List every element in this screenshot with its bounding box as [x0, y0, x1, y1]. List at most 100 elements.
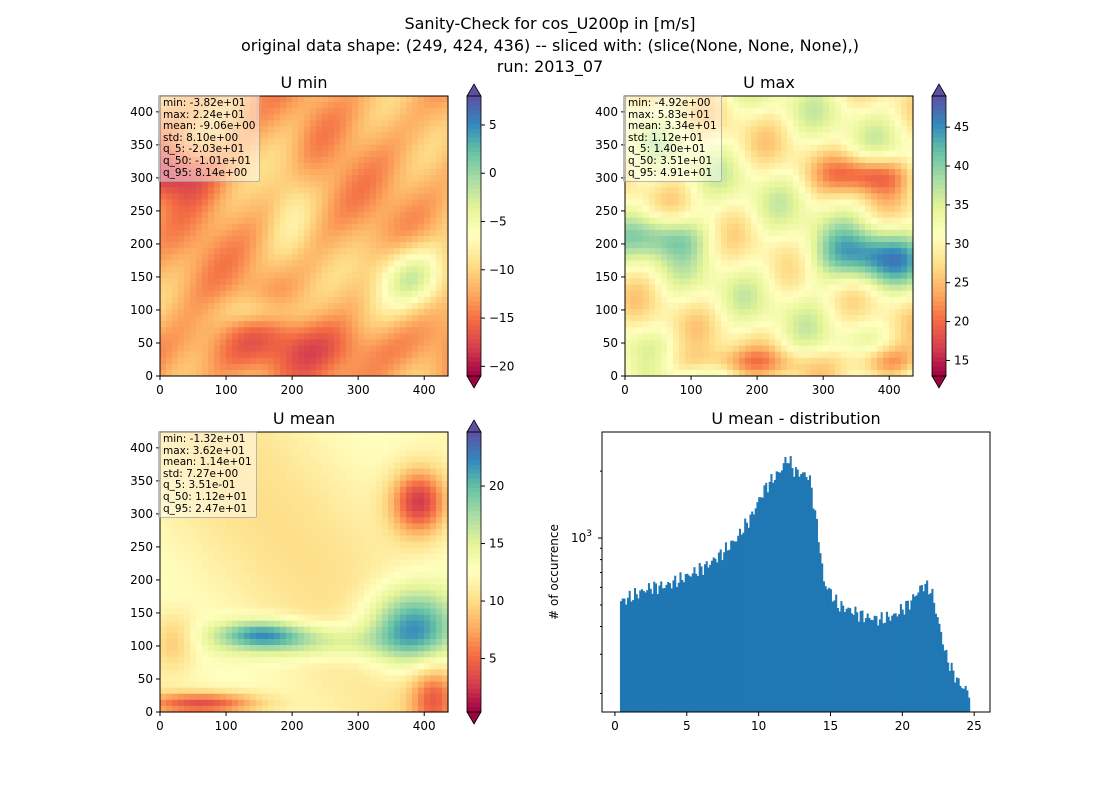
heatmap-cell [787, 138, 794, 146]
heatmap-cell [418, 266, 425, 274]
heatmap-cell [907, 260, 914, 268]
heatmap-cell [382, 315, 389, 322]
heatmap-cell [853, 266, 860, 274]
heatmap-cell [256, 217, 263, 225]
heatmap-cell [322, 150, 329, 158]
heatmap-cell [280, 229, 287, 237]
heatmap-cell [745, 162, 752, 170]
heatmap-cell [733, 181, 740, 188]
heatmap-cell [715, 223, 722, 231]
heatmap-cell [871, 321, 878, 328]
heatmap-cell [673, 333, 680, 341]
heatmap-cell [352, 462, 359, 470]
heatmap-cell [691, 187, 698, 194]
heatmap-cell [841, 223, 848, 231]
heatmap-cell [853, 156, 860, 164]
heatmap-cell [304, 351, 311, 359]
heatmap-cell [346, 248, 353, 255]
heatmap-cell [751, 266, 758, 274]
heatmap-cell [787, 126, 794, 134]
heatmap-cell [364, 229, 371, 237]
heatmap-cell [871, 175, 878, 182]
heatmap-cell [805, 236, 812, 243]
heatmap-cell [721, 175, 728, 182]
heatmap-cell [370, 327, 377, 334]
heatmap-cell [340, 187, 347, 194]
heatmap-cell [394, 114, 401, 121]
heatmap-cell [226, 96, 233, 103]
heatmap-cell [298, 339, 305, 347]
heatmap-cell [328, 248, 335, 255]
heatmap-cell [811, 266, 818, 274]
heatmap-cell [286, 444, 293, 451]
heatmap-cell [190, 102, 197, 109]
heatmap-cell [859, 193, 866, 201]
heatmap-cell [232, 339, 239, 347]
heatmap-cell [226, 468, 233, 476]
heatmap-cell [232, 126, 239, 134]
heatmap-cell [160, 156, 167, 164]
heatmap-cell [244, 444, 251, 451]
heatmap-cell [406, 438, 413, 445]
heatmap-cell [889, 266, 896, 274]
heatmap-cell [322, 321, 329, 328]
heatmap-cell [859, 339, 866, 347]
heatmap-cell [745, 217, 752, 225]
heatmap-cell [436, 114, 443, 121]
heatmap-cell [304, 456, 311, 464]
heatmap-cell [352, 102, 359, 109]
heatmap-cell [442, 369, 449, 377]
heatmap-cell [757, 248, 764, 255]
heatmap-cell [739, 102, 746, 109]
heatmap-cell [274, 438, 281, 445]
heatmap-cell [793, 217, 800, 225]
heatmap-cell [907, 138, 914, 146]
heatmap-cell [370, 266, 377, 274]
heatmap-cell [697, 242, 704, 249]
heatmap-cell [829, 162, 836, 170]
heatmap-cell [436, 199, 443, 207]
heatmap-cell [685, 96, 692, 103]
heatmap-cell [625, 156, 632, 164]
heatmap-cell [811, 199, 818, 207]
heatmap-cell [424, 254, 431, 261]
heatmap-cell [733, 211, 740, 219]
heatmap-cell [364, 444, 371, 451]
heatmap-cell [322, 260, 329, 268]
heatmap-cell [835, 278, 842, 286]
heatmap-cell [436, 96, 443, 103]
heatmap-cell [859, 321, 866, 328]
heatmap-cell [649, 345, 656, 353]
heatmap-cell [172, 162, 179, 170]
heatmap-cell [388, 456, 395, 464]
heatmap-cell [358, 444, 365, 451]
heatmap-cell [190, 278, 197, 286]
heatmap-cell [745, 309, 752, 316]
heatmap-cell [412, 290, 419, 298]
heatmap-cell [238, 132, 245, 140]
heatmap-cell [697, 193, 704, 201]
heatmap-cell [799, 193, 806, 201]
heatmap-cell [637, 284, 644, 292]
heatmap-cell [328, 108, 335, 115]
heatmap-cell [691, 120, 698, 128]
heatmap-cell [907, 175, 914, 182]
heatmap-cell [889, 309, 896, 316]
heatmap-cell [172, 468, 179, 476]
heatmap-cell [352, 242, 359, 249]
heatmap-cell [697, 333, 704, 341]
heatmap-cell [901, 120, 908, 128]
heatmap-cell [673, 162, 680, 170]
heatmap-cell [220, 302, 227, 310]
heatmap-cell [691, 150, 698, 158]
heatmap-cell [304, 242, 311, 249]
heatmap-cell [817, 309, 824, 316]
heatmap-cell [232, 223, 239, 231]
heatmap-cell [298, 199, 305, 207]
heatmap-cell [661, 120, 668, 128]
heatmap-cell [775, 296, 782, 304]
heatmap-cell [631, 327, 638, 334]
heatmap-cell [208, 357, 215, 365]
heatmap-cell [817, 138, 824, 146]
heatmap-cell [853, 272, 860, 280]
